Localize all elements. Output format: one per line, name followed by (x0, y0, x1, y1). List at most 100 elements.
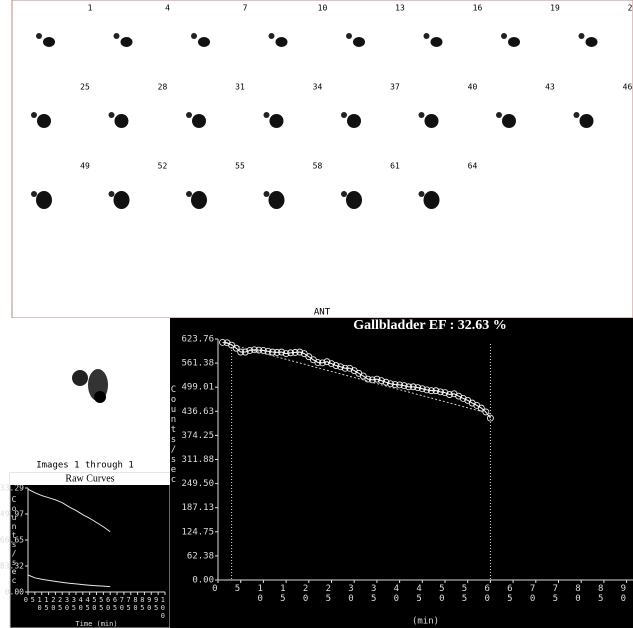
frame-label: 16 (473, 4, 483, 13)
blob (191, 33, 197, 39)
blob (502, 114, 516, 128)
frame-label: 31 (235, 83, 245, 92)
x-tick-label: 65 (505, 584, 515, 604)
screen: ANT Images 1 through 1 14710131619222528… (0, 0, 633, 628)
blob (431, 37, 443, 47)
blob (121, 37, 133, 47)
blob (114, 191, 130, 209)
x-tick-label: 20 (301, 584, 311, 604)
main-panel (170, 318, 633, 628)
page: {"frames":{"labels":["1","4","7","10","1… (0, 0, 633, 628)
blob (419, 112, 425, 118)
y-tick-label: 249.50 (181, 479, 214, 489)
frame-label: 64 (468, 162, 478, 171)
x-tick-label: 50 (437, 584, 447, 604)
x-tick-label: 90 (618, 584, 628, 604)
frame-label: 40 (468, 83, 478, 92)
chart-title: Raw Curves (65, 473, 114, 484)
frame-label: 28 (158, 83, 168, 92)
frame-label: 22 (628, 4, 633, 13)
y-tick-label: 561.38 (181, 359, 214, 369)
blob (501, 33, 507, 39)
frame-label: 43 (545, 83, 555, 92)
x-tick-label: 70 (528, 584, 538, 604)
frame-label: 1 (88, 4, 93, 13)
y-tick-label: 62.38 (187, 551, 214, 561)
x-tick-label: 100 (159, 596, 167, 620)
blob (186, 191, 192, 197)
x-tick-label: 15 (278, 584, 288, 604)
x-tick-label: 75 (550, 584, 560, 604)
x-tick-label: 80 (573, 584, 583, 604)
blob (424, 191, 440, 209)
frame-label: 61 (390, 162, 400, 171)
blob (31, 112, 37, 118)
caption: Images 1 through 1 (36, 461, 134, 471)
blob (72, 370, 88, 386)
y-tick-label: 311.88 (181, 455, 214, 465)
y-tick-label: 374.25 (181, 431, 214, 441)
blob (579, 33, 585, 39)
frame-label: 4 (165, 4, 170, 13)
blob (341, 112, 347, 118)
blob (264, 112, 270, 118)
blob (186, 112, 192, 118)
y-axis-label: Counts/sec (169, 385, 179, 485)
blob (346, 33, 352, 39)
blob (496, 112, 502, 118)
blob (346, 191, 362, 209)
x-tick-label: 30 (346, 584, 356, 604)
y-tick-label: 124.75 (181, 527, 214, 537)
x-tick-label: 35 (369, 584, 379, 604)
blob (586, 37, 598, 47)
chart-title: Gallbladder EF : 32.63 % (353, 318, 507, 333)
frame-label: 10 (318, 4, 328, 13)
blob (425, 114, 439, 128)
y-tick-label: 366.65 (0, 535, 24, 544)
blob (353, 37, 365, 47)
x-tick-label: 40 (391, 584, 401, 604)
summary-image (0, 318, 170, 473)
frame-label: 13 (395, 4, 405, 13)
x-axis-label: (min) (412, 617, 439, 627)
frame-label: 19 (550, 4, 560, 13)
y-tick-label: 733.29 (0, 484, 24, 493)
blob (269, 191, 285, 209)
blob (198, 37, 210, 47)
frame-label: 49 (80, 162, 90, 171)
x-tick-label: 60 (482, 584, 492, 604)
y-tick-label: 436.63 (181, 407, 214, 417)
blob (192, 114, 206, 128)
blob (43, 37, 55, 47)
view-label: ANT (314, 308, 331, 318)
x-tick-label: 55 (460, 584, 470, 604)
blob (109, 191, 115, 197)
blob (31, 191, 37, 197)
blob (276, 37, 288, 47)
frame-label: 37 (390, 83, 400, 92)
x-tick-label: 85 (596, 584, 606, 604)
blob (580, 114, 594, 128)
blob (37, 114, 51, 128)
blob (94, 391, 106, 403)
frame-label: 55 (235, 162, 245, 171)
blob (270, 114, 284, 128)
y-tick-label: 499.01 (181, 383, 214, 393)
blob (269, 33, 275, 39)
x-tick-label: 10 (255, 584, 265, 604)
blob (264, 191, 270, 197)
y-tick-label: 183.32 (0, 562, 24, 571)
blob (114, 33, 120, 39)
x-tick-label: 0 (210, 584, 220, 594)
frame-label: 58 (313, 162, 323, 171)
blob (115, 114, 129, 128)
blob (341, 191, 347, 197)
x-tick-label: 5 (233, 584, 243, 594)
blob (347, 114, 361, 128)
y-tick-label: 623.76 (181, 335, 214, 345)
frame-label: 52 (158, 162, 168, 171)
blob (424, 33, 430, 39)
blob (508, 37, 520, 47)
blob (419, 191, 425, 197)
frames-panel (12, 0, 633, 318)
